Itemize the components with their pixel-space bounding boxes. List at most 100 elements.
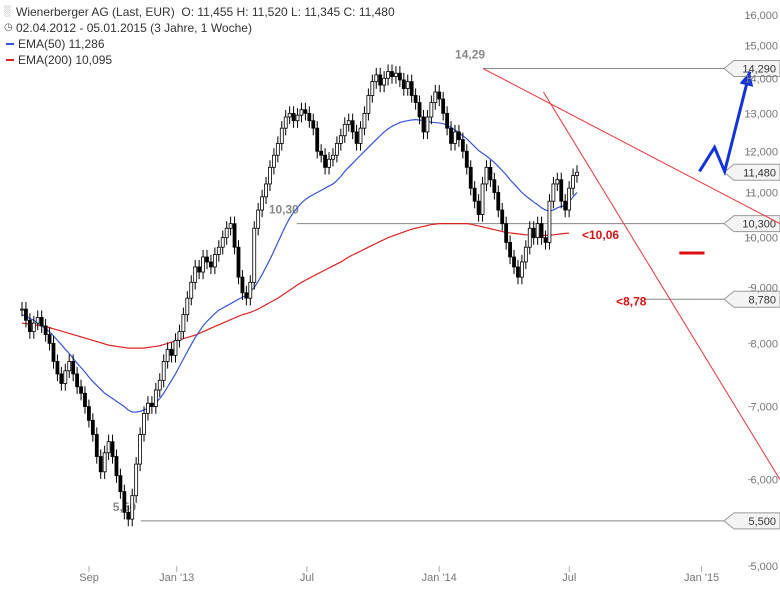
candle-body: [350, 120, 355, 133]
candle-body: [153, 389, 158, 408]
candle-body: [98, 456, 103, 473]
candle-body: [232, 223, 237, 248]
candle-body: [464, 150, 469, 168]
y-tick-label: 6,000: [750, 475, 778, 487]
ohlc-values: O: 11,455 H: 11,520 L: 11,345 C: 11,480: [181, 5, 395, 19]
ema200-swatch: [6, 59, 14, 61]
level-tag-label: 8,780: [748, 294, 776, 306]
period-range: 02.04.2012 - 05.01.2015 (3 Jahre, 1 Woch…: [16, 21, 252, 35]
candle-body: [437, 91, 442, 100]
x-tick-label: Jan '14: [422, 572, 457, 584]
candle-body: [327, 158, 331, 168]
candle-body: [181, 314, 186, 333]
candle-body: [51, 342, 56, 362]
y-tick-label: 14,000: [744, 73, 778, 85]
instrument-title: Wienerberger AG (Last, EUR): [16, 5, 175, 19]
candle-body: [256, 209, 261, 229]
clock-icon: ◷: [4, 22, 13, 33]
candle-body: [433, 91, 438, 103]
candle-body: [496, 192, 501, 211]
ema200-path: [21, 223, 570, 349]
candle-body: [110, 441, 115, 457]
candle-body: [307, 112, 312, 122]
candle-body: [527, 227, 532, 248]
y-tick-label: 16,000: [744, 10, 778, 22]
candle-body: [283, 116, 288, 129]
candle-body: [551, 183, 556, 202]
candle-body: [512, 256, 516, 268]
ema50-label: EMA(50) 11,286: [18, 37, 105, 51]
candle-body: [374, 74, 379, 83]
candle-body: [90, 419, 95, 435]
y-tick-label: 8,000: [750, 338, 778, 350]
support-annotation: <10,06: [582, 228, 619, 242]
ema50-line: [21, 118, 578, 413]
x-tick-label: Jan '15: [684, 572, 719, 584]
trendline: [482, 68, 780, 225]
candle-body: [535, 223, 540, 239]
candle-body: [405, 81, 410, 89]
candle-body: [476, 200, 481, 215]
x-tick-label: Jan '13: [159, 572, 194, 584]
y-tick-label: 13,000: [744, 108, 778, 120]
candle-body: [303, 109, 308, 114]
candle-body: [472, 187, 477, 202]
y-tick-label: 11,000: [745, 187, 778, 199]
ema200-line: [21, 223, 570, 349]
current-price-tag: [723, 163, 780, 181]
candle-body: [193, 266, 198, 283]
candle-body: [165, 348, 170, 362]
candle-body: [555, 179, 560, 185]
candle-body: [575, 171, 579, 176]
candle-body: [334, 143, 339, 156]
candle-body: [563, 200, 568, 211]
candle-body: [83, 392, 87, 408]
candle-body: [386, 71, 390, 79]
candle-body: [504, 223, 509, 243]
candle-body: [20, 308, 24, 311]
candle-body: [319, 150, 324, 156]
candle-body: [460, 139, 465, 152]
candle-body: [413, 95, 418, 103]
candle-body: [449, 127, 453, 144]
candle-body: [142, 413, 146, 435]
candle-body: [67, 361, 72, 372]
candle-body: [122, 491, 127, 513]
candle-body: [236, 246, 241, 278]
candle-body: [209, 261, 213, 268]
candle-body: [47, 334, 52, 344]
candle-body: [500, 209, 505, 225]
candle-body: [228, 223, 233, 229]
candle-body: [484, 166, 489, 185]
candle-body: [157, 379, 162, 391]
candle-body: [224, 227, 229, 239]
level-tag-label: 10,300: [742, 219, 776, 231]
candle-body: [429, 102, 434, 118]
candle-body: [130, 495, 135, 520]
candle-body: [27, 319, 32, 333]
chart-type-icon: ░: [4, 6, 12, 17]
y-tick-label: 10,000: [744, 233, 778, 245]
candle-body: [401, 79, 406, 89]
candle-body: [468, 166, 473, 189]
candle-body: [421, 116, 426, 133]
candle-body: [146, 402, 150, 414]
horizontal-levels: 14,29014,2910,30010,308,780<8,785,5005,5…: [113, 48, 780, 530]
candle-body: [43, 325, 48, 335]
x-axis: Sep Jan '13 Jul Jan '14 Jul Jan '15: [79, 566, 719, 584]
candle-body: [55, 361, 60, 375]
candle-body: [445, 112, 450, 129]
candle-body: [523, 246, 528, 263]
level-tag: [723, 215, 780, 233]
candle-body: [252, 227, 257, 283]
candle-body: [173, 340, 178, 356]
candle-body: [118, 475, 123, 493]
candle-body: [508, 242, 512, 258]
y-tick-label: 15,000: [744, 41, 778, 53]
candle-body: [409, 81, 414, 96]
level-tag: [723, 60, 780, 78]
candle-body: [492, 179, 497, 193]
candle-body: [169, 348, 174, 356]
candle-body: [177, 331, 182, 341]
candle-body: [441, 98, 446, 114]
